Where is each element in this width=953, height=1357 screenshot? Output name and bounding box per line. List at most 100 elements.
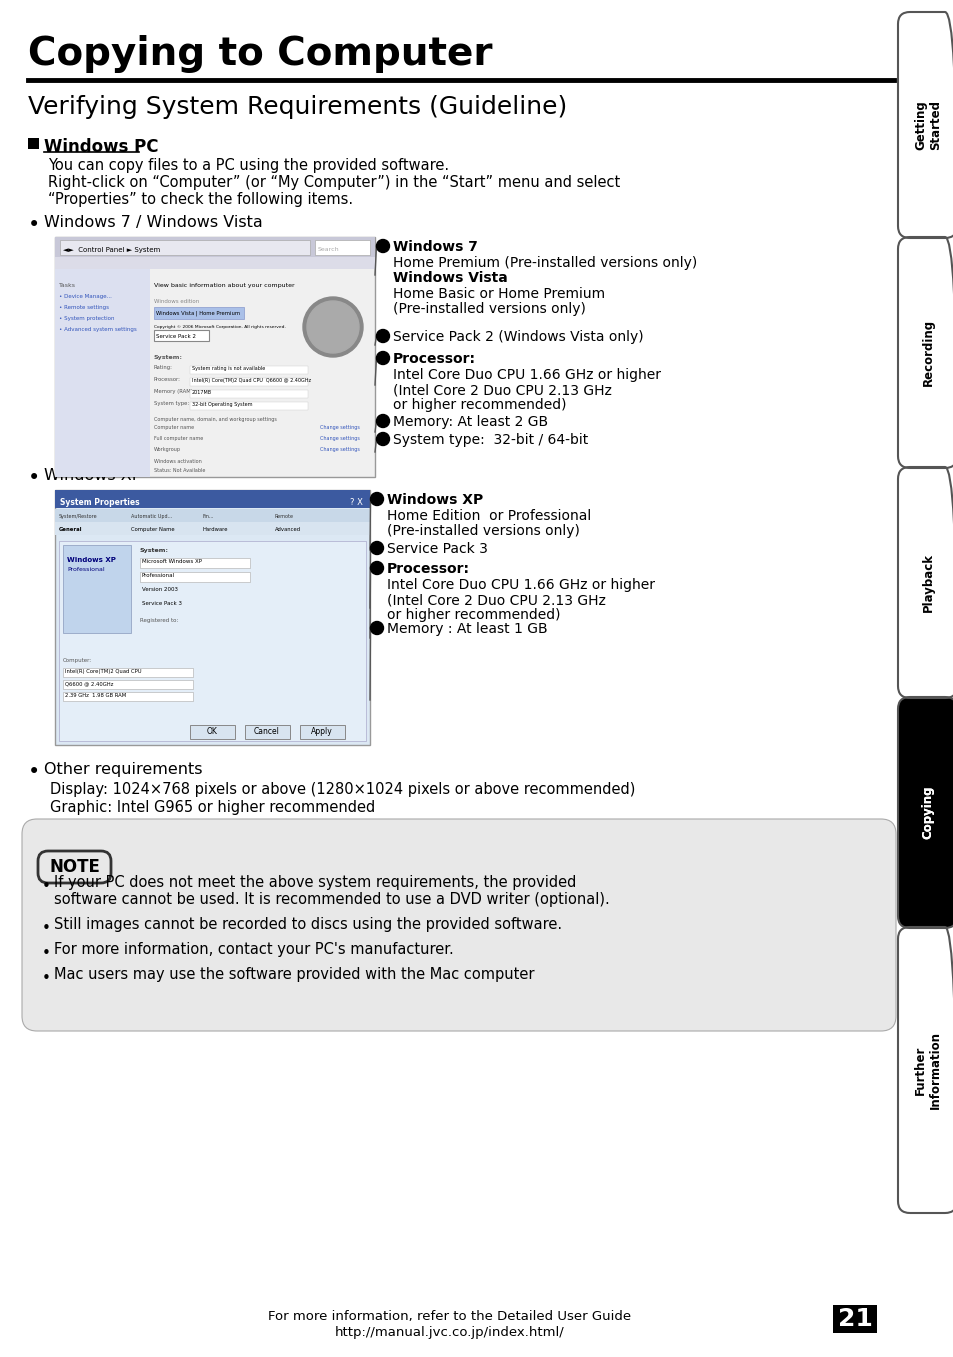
Text: Copyright © 2006 Microsoft Corporation. All rights reserved.: Copyright © 2006 Microsoft Corporation. … [153,324,286,328]
Circle shape [376,351,389,365]
Text: Verifying System Requirements (Guideline): Verifying System Requirements (Guideline… [28,95,567,119]
Text: Getting
Started: Getting Started [913,100,941,151]
Bar [55,490,370,745]
Text: Other requirements: Other requirements [44,763,202,778]
Text: Windows PC: Windows PC [44,138,158,156]
Text: NOTE: NOTE [49,858,100,877]
Circle shape [376,414,389,427]
Circle shape [376,433,389,445]
Text: Version 2003: Version 2003 [142,588,178,592]
Bar [63,692,193,702]
Bar [55,237,375,478]
Bar [63,546,131,632]
Circle shape [376,330,389,342]
Text: (Intel Core 2 Duo CPU 2.13 GHz: (Intel Core 2 Duo CPU 2.13 GHz [387,593,605,607]
Bar [314,240,370,255]
Text: Recording: Recording [921,319,934,385]
Bar [153,307,244,319]
Text: Service Pack 2: Service Pack 2 [156,334,195,339]
Text: Change settings: Change settings [319,425,359,430]
Text: Windows XP: Windows XP [387,493,483,508]
Text: Windows XP: Windows XP [44,468,141,483]
Text: • Device Manage...: • Device Manage... [59,294,112,299]
Text: Professional: Professional [67,567,105,573]
Text: Right-click on “Computer” (or “My Computer”) in the “Start” menu and select: Right-click on “Computer” (or “My Comput… [48,175,619,190]
Text: • Remote settings: • Remote settings [59,305,109,309]
Text: Computer:: Computer: [63,658,92,664]
Text: Windows XP: Windows XP [67,556,115,563]
Text: Remote: Remote [274,514,294,518]
Text: Memory: At least 2 GB: Memory: At least 2 GB [393,415,548,429]
Text: Windows Vista: Windows Vista [393,271,507,285]
Text: System:: System: [153,356,183,360]
Text: Windows 7: Windows 7 [393,240,477,254]
Bar [140,573,250,582]
Text: Service Pack 3: Service Pack 3 [142,601,182,607]
Bar [28,138,39,149]
Bar [153,330,209,341]
Text: Automatic Upd...: Automatic Upd... [131,514,172,518]
Text: System type:: System type: [153,402,189,406]
Text: Processor:: Processor: [393,351,476,366]
Text: Intel(R) Core(TM)2 Quad CPU  Q6600 @ 2.40GHz: Intel(R) Core(TM)2 Quad CPU Q6600 @ 2.40… [192,379,311,383]
Text: Apply: Apply [311,727,333,737]
Text: Change settings: Change settings [319,436,359,441]
Text: Memory : At least 1 GB: Memory : At least 1 GB [387,622,547,636]
Text: Workgroup: Workgroup [153,446,181,452]
Bar [901,470,953,695]
Bar [55,256,375,269]
Text: Intel Core Duo CPU 1.66 GHz or higher: Intel Core Duo CPU 1.66 GHz or higher [387,578,655,592]
Circle shape [303,297,363,357]
Bar [190,402,308,410]
Text: Processor:: Processor: [387,562,470,575]
Bar [60,240,310,255]
Text: General: General [59,527,82,532]
Text: •: • [28,763,40,782]
Text: “Properties” to check the following items.: “Properties” to check the following item… [48,191,353,208]
Bar [140,558,250,569]
Text: http://manual.jvc.co.jp/index.html/: http://manual.jvc.co.jp/index.html/ [335,1326,564,1339]
Text: System Properties: System Properties [60,498,139,508]
Bar [63,668,193,677]
Text: Fin...: Fin... [203,514,214,518]
Text: or higher recommended): or higher recommended) [387,608,560,623]
FancyBboxPatch shape [22,820,895,1031]
Text: Windows Vista | Home Premium: Windows Vista | Home Premium [156,311,240,316]
Text: Playback: Playback [921,554,934,612]
Text: Mac users may use the software provided with the Mac computer: Mac users may use the software provided … [54,968,534,982]
Text: View basic information about your computer: View basic information about your comput… [153,284,294,288]
Bar [832,1305,876,1333]
Text: 21: 21 [837,1307,872,1331]
Text: Display: 1024×768 pixels or above (1280×1024 pixels or above recommended): Display: 1024×768 pixels or above (1280×… [50,782,635,797]
Text: Copying: Copying [921,786,934,839]
Bar [55,237,375,256]
Text: Registered to:: Registered to: [140,617,178,623]
Text: or higher recommended): or higher recommended) [393,399,566,413]
Circle shape [370,541,383,555]
Text: •: • [42,972,51,987]
Text: Computer name: Computer name [153,425,193,430]
Text: If your PC does not meet the above system requirements, the provided: If your PC does not meet the above syste… [54,875,576,890]
Text: Search: Search [317,247,339,252]
Bar [55,522,370,535]
Text: Copying to Computer: Copying to Computer [28,35,492,73]
Text: System:: System: [140,548,169,554]
Text: software cannot be used. It is recommended to use a DVD writer (optional).: software cannot be used. It is recommend… [54,892,609,906]
Text: You can copy files to a PC using the provided software.: You can copy files to a PC using the pro… [48,157,449,172]
Text: 32-bit Operating System: 32-bit Operating System [192,402,253,407]
Bar [901,700,953,925]
Text: 2.39 GHz  1.98 GB RAM: 2.39 GHz 1.98 GB RAM [65,693,126,697]
Bar [299,725,345,740]
Text: (Pre-installed versions only): (Pre-installed versions only) [393,303,585,316]
Text: For more information, contact your PC's manufacturer.: For more information, contact your PC's … [54,942,454,957]
Circle shape [376,239,389,252]
Text: Tasks: Tasks [59,284,76,288]
Text: System rating is not available: System rating is not available [192,366,265,370]
Text: Home Edition  or Professional: Home Edition or Professional [387,509,591,522]
Text: Hardware: Hardware [203,527,229,532]
Text: Processor:: Processor: [153,377,181,383]
Bar [190,725,234,740]
Circle shape [370,622,383,635]
Text: Graphic: Intel G965 or higher recommended: Graphic: Intel G965 or higher recommende… [50,801,375,816]
Text: •: • [28,468,40,489]
